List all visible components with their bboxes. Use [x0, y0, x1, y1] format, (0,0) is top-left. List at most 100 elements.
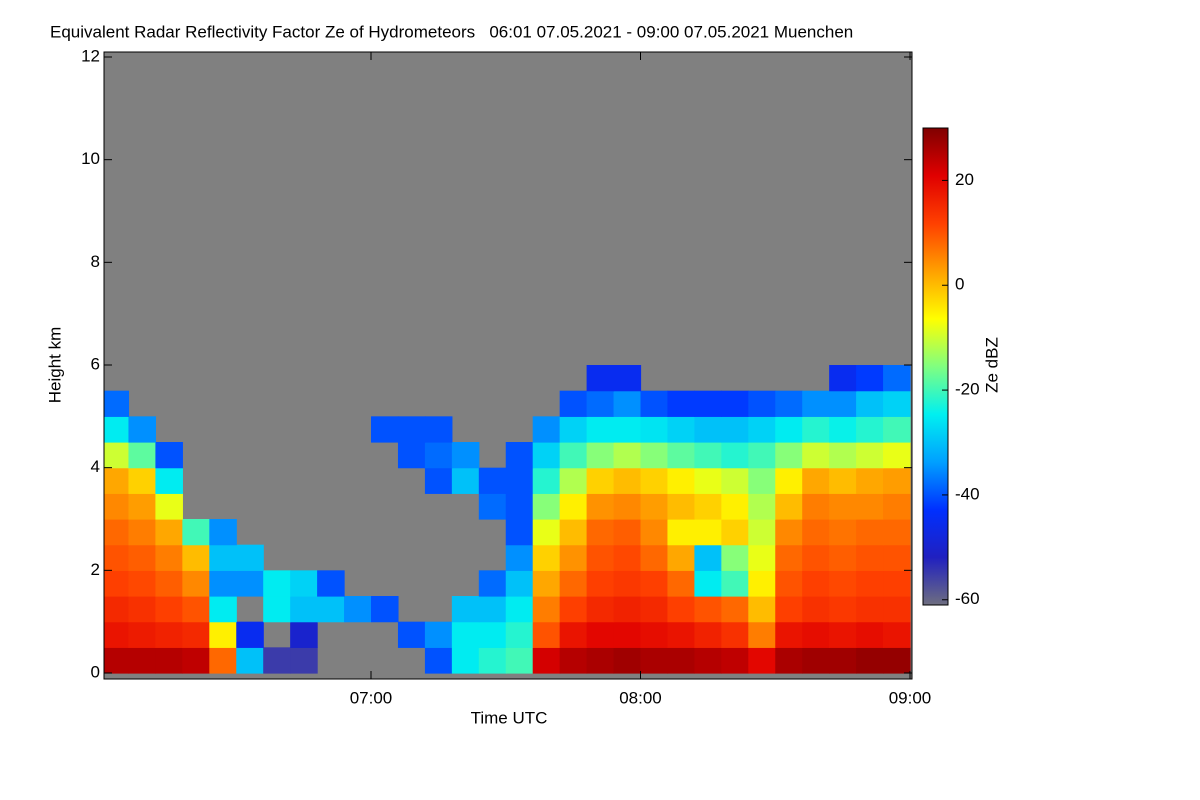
heatmap-cell: [748, 493, 776, 520]
heatmap-cell: [856, 467, 884, 494]
heatmap-cell: [478, 621, 507, 648]
heatmap-cell: [182, 621, 210, 648]
heatmap-cell: [829, 570, 857, 597]
heatmap-cell: [128, 544, 157, 571]
heatmap-cell: [424, 467, 453, 494]
heatmap-cell: [155, 570, 183, 597]
heatmap-cell: [613, 365, 642, 392]
heatmap-cell: [155, 544, 183, 571]
heatmap-cell: [694, 621, 722, 648]
heatmap-cell: [667, 467, 696, 494]
heatmap-cell: [640, 416, 669, 443]
heatmap-cell: [478, 596, 507, 623]
heatmap-cell: [505, 442, 534, 469]
heatmap-cell: [505, 647, 534, 674]
heatmap-cell: [775, 442, 803, 469]
heatmap-cell: [829, 493, 857, 520]
heatmap-cell: [104, 647, 130, 674]
heatmap-cell: [104, 467, 130, 494]
heatmap-cell: [424, 442, 453, 469]
heatmap-cell: [586, 647, 615, 674]
heatmap-cell: [640, 596, 669, 623]
heatmap-cell: [613, 390, 642, 417]
heatmap-cell: [667, 442, 696, 469]
heatmap-cell: [667, 570, 696, 597]
heatmap-cell: [451, 467, 480, 494]
heatmap-cell: [290, 621, 318, 648]
heatmap-cell: [640, 570, 669, 597]
heatmap-cell: [748, 596, 776, 623]
heatmap-cell: [856, 621, 884, 648]
heatmap-cell: [613, 621, 642, 648]
heatmap-cell: [856, 390, 884, 417]
heatmap-cell: [586, 596, 615, 623]
heatmap-cell: [748, 416, 776, 443]
heatmap-cell: [775, 493, 803, 520]
y-tick-label: 4: [91, 457, 100, 476]
heatmap-cell: [856, 416, 884, 443]
colorbar-tick-label: -40: [955, 484, 980, 503]
heatmap-cell: [883, 647, 911, 674]
heatmap-cell: [559, 544, 588, 571]
heatmap-cell: [694, 570, 722, 597]
heatmap-cell: [802, 493, 830, 520]
heatmap-cell: [721, 570, 749, 597]
colorbar: [922, 127, 949, 606]
heatmap-cell: [694, 647, 722, 674]
heatmap-cell: [613, 493, 642, 520]
heatmap-cell: [505, 467, 534, 494]
heatmap-cell: [883, 442, 911, 469]
heatmap-cell: [128, 621, 157, 648]
heatmap-cell: [667, 519, 696, 546]
heatmap-cell: [775, 621, 803, 648]
heatmap-cell: [128, 493, 157, 520]
heatmap-cell: [586, 390, 615, 417]
heatmap-cell: [209, 647, 237, 674]
heatmap-cell: [182, 519, 210, 546]
heatmap-cell: [856, 519, 884, 546]
y-tick-label: 10: [81, 149, 100, 168]
heatmap-cell: [424, 621, 453, 648]
heatmap-cell: [290, 647, 318, 674]
heatmap-cell: [694, 467, 722, 494]
heatmap-cell: [559, 570, 588, 597]
heatmap-cell: [802, 544, 830, 571]
x-tick-label: 09:00: [889, 688, 932, 707]
heatmap-cell: [721, 493, 749, 520]
heatmap-cell: [155, 519, 183, 546]
heatmap-cell: [802, 519, 830, 546]
heatmap-cell: [829, 416, 857, 443]
y-tick-label: 0: [91, 662, 100, 681]
heatmap-cell: [721, 416, 749, 443]
heatmap-cell: [775, 467, 803, 494]
heatmap-cell: [667, 390, 696, 417]
heatmap-cell: [694, 493, 722, 520]
heatmap-cell: [559, 596, 588, 623]
heatmap-cell: [829, 519, 857, 546]
heatmap-cell: [829, 596, 857, 623]
heatmap-cell: [748, 621, 776, 648]
heatmap-cell: [640, 390, 669, 417]
heatmap-cell: [263, 596, 291, 623]
heatmap-cell: [559, 647, 588, 674]
heatmap-cell: [613, 647, 642, 674]
heatmap-cell: [155, 467, 183, 494]
heatmap-cell: [559, 416, 588, 443]
heatmap-cell: [505, 544, 534, 571]
heatmap-cell: [721, 442, 749, 469]
colorbar-tick-label: -60: [955, 589, 980, 608]
heatmap-cell: [397, 416, 426, 443]
heatmap-cell: [397, 621, 426, 648]
heatmap-cell: [128, 519, 157, 546]
heatmap-cell: [505, 621, 534, 648]
heatmap-cell: [155, 647, 183, 674]
y-axis-label: Height km: [45, 327, 64, 404]
heatmap-cell: [775, 570, 803, 597]
heatmap-cell: [883, 416, 911, 443]
heatmap-cell: [694, 519, 722, 546]
heatmap-cell: [559, 621, 588, 648]
x-axis-label: Time UTC: [471, 708, 548, 727]
heatmap-cell: [613, 596, 642, 623]
heatmap-cell: [586, 621, 615, 648]
